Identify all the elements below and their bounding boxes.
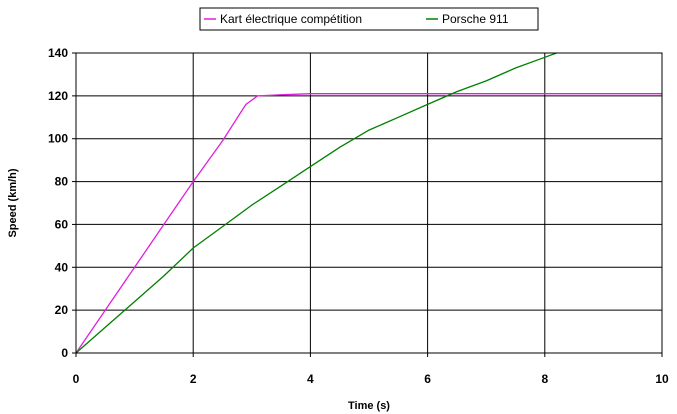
legend: Kart électrique compétition Porsche 911	[199, 7, 539, 31]
y-tick-label-40: 40	[55, 260, 69, 274]
y-tick-label-60: 60	[55, 217, 69, 231]
x-axis-ticks: 0 2 4 6 8 10	[73, 353, 669, 386]
y-tick-label-80: 80	[55, 175, 69, 189]
x-tick-label-2: 2	[190, 372, 197, 386]
x-tick-label-6: 6	[424, 372, 431, 386]
y-tick-label-120: 120	[48, 89, 68, 103]
y-tick-label-100: 100	[48, 132, 68, 146]
plot-frame	[75, 52, 663, 354]
y-axis-ticks: 0 20 40 60 80 100 120 140	[48, 46, 76, 360]
x-tick-label-0: 0	[73, 372, 80, 386]
x-tick-label-4: 4	[307, 372, 314, 386]
x-tick-label-8: 8	[541, 372, 548, 386]
series-line-kart	[75, 93, 662, 354]
legend-label-kart: Kart électrique compétition	[220, 12, 362, 26]
y-tick-label-140: 140	[48, 46, 68, 60]
legend-label-porsche: Porsche 911	[442, 12, 509, 26]
series-layer	[75, 52, 662, 354]
series-line-porsche	[75, 52, 557, 354]
grid-lines	[75, 52, 663, 354]
y-axis-title: Speed (km/h)	[7, 168, 19, 237]
legend-box	[199, 7, 539, 31]
plot-area	[75, 52, 663, 354]
y-tick-label-20: 20	[55, 303, 69, 317]
x-axis-title: Time (s)	[348, 400, 390, 412]
y-tick-label-0: 0	[61, 346, 68, 360]
x-tick-label-10: 10	[655, 372, 669, 386]
